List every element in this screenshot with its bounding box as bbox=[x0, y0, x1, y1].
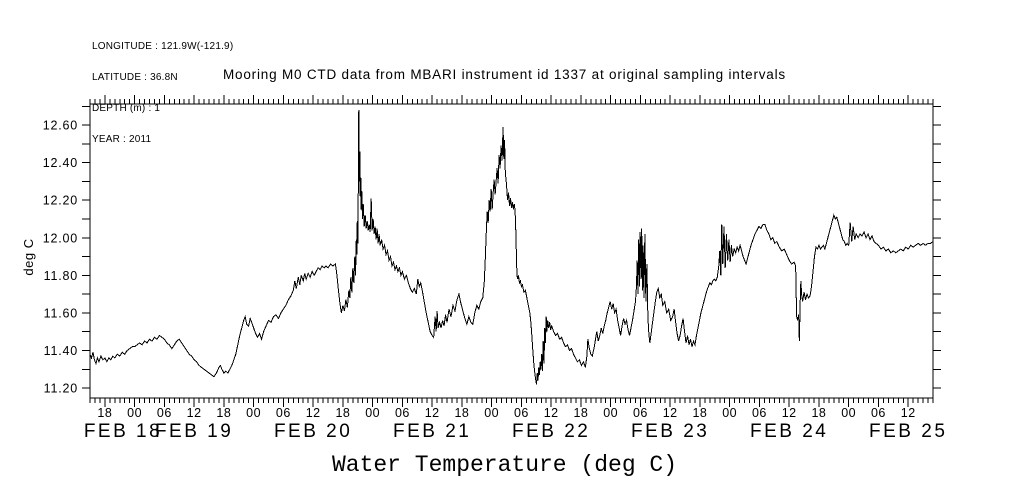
x-tick-label: 18 bbox=[216, 406, 231, 420]
x-tick-label: 06 bbox=[752, 406, 767, 420]
x-tick-label: 00 bbox=[246, 406, 261, 420]
x-tick-label: 18 bbox=[573, 406, 588, 420]
y-tick-label: 11.60 bbox=[44, 306, 78, 320]
x-tick-label: 00 bbox=[127, 406, 142, 420]
metadata-line-year: YEAR : 2011 bbox=[92, 134, 152, 146]
y-axis-labels: 11.20 11.40 11.60 11.80 12.00 12.20 12.40 12.60 bbox=[43, 119, 78, 396]
y-tick-label: 12.40 bbox=[43, 156, 78, 170]
y-axis-title: deg C bbox=[21, 238, 36, 275]
x-tick-label: 06 bbox=[395, 406, 410, 420]
y-tick-label: 11.40 bbox=[44, 344, 78, 358]
x-tick-label: 00 bbox=[841, 406, 856, 420]
y-ticks bbox=[82, 105, 941, 389]
x-date-label: FEB 21 bbox=[393, 421, 471, 442]
temperature-series-line bbox=[89, 110, 934, 385]
x-tick-label: 00 bbox=[365, 406, 380, 420]
x-tick-label: 12 bbox=[306, 406, 321, 420]
x-date-label: FEB 19 bbox=[155, 421, 233, 442]
x-tick-label: 06 bbox=[157, 406, 172, 420]
x-hour-labels: 18 00 06 12 18 00 06 12 18 00 06 12 18 00 06 12 18 00 06 12… bbox=[97, 406, 915, 420]
x-tick-label: 18 bbox=[811, 406, 826, 420]
y-tick-label: 12.00 bbox=[43, 231, 78, 245]
metadata-block: LONGITUDE : 121.9W(-121.9) LATITUDE : 36… bbox=[92, 21, 233, 167]
y-tick-label: 11.20 bbox=[44, 382, 78, 396]
x-tick-label: 06 bbox=[871, 406, 886, 420]
x-major-ticks bbox=[104, 95, 909, 407]
x-tick-label: 18 bbox=[97, 406, 112, 420]
x-tick-label: 06 bbox=[633, 406, 648, 420]
x-date-label: FEB 24 bbox=[750, 421, 828, 442]
x-tick-label: 00 bbox=[603, 406, 618, 420]
x-date-label: FEB 20 bbox=[274, 421, 352, 442]
plot-title: Mooring M0 CTD data from MBARI instrumen… bbox=[223, 67, 786, 82]
x-tick-label: 12 bbox=[425, 406, 440, 420]
x-tick-label: 18 bbox=[454, 406, 469, 420]
metadata-line-longitude: LONGITUDE : 121.9W(-121.9) bbox=[92, 40, 234, 52]
y-tick-label: 11.80 bbox=[44, 269, 78, 283]
x-tick-label: 12 bbox=[901, 406, 916, 420]
x-tick-label: 06 bbox=[514, 406, 529, 420]
metadata-line-latitude: LATITUDE : 36.8N bbox=[92, 72, 178, 84]
plot-frame bbox=[89, 103, 934, 399]
x-tick-label: 00 bbox=[484, 406, 499, 420]
x-tick-label: 00 bbox=[722, 406, 737, 420]
y-tick-label: 12.20 bbox=[43, 194, 78, 208]
metadata-line-depth: DEPTH (m) : 1 bbox=[92, 103, 161, 115]
x-tick-label: 06 bbox=[276, 406, 291, 420]
x-date-label: FEB 23 bbox=[631, 421, 709, 442]
x-tick-label: 18 bbox=[335, 406, 350, 420]
bottom-axis-title: Water Temperature (deg C) bbox=[331, 452, 678, 478]
x-minor-ticks bbox=[89, 99, 934, 403]
y-tick-label: 12.60 bbox=[43, 119, 78, 133]
x-date-label: FEB 18 bbox=[84, 421, 162, 442]
x-date-label: FEB 25 bbox=[869, 421, 947, 442]
x-tick-label: 12 bbox=[187, 406, 202, 420]
x-tick-label: 18 bbox=[692, 406, 707, 420]
x-tick-label: 12 bbox=[782, 406, 797, 420]
x-tick-label: 12 bbox=[544, 406, 559, 420]
x-tick-label: 12 bbox=[663, 406, 678, 420]
x-date-label: FEB 22 bbox=[512, 421, 590, 442]
